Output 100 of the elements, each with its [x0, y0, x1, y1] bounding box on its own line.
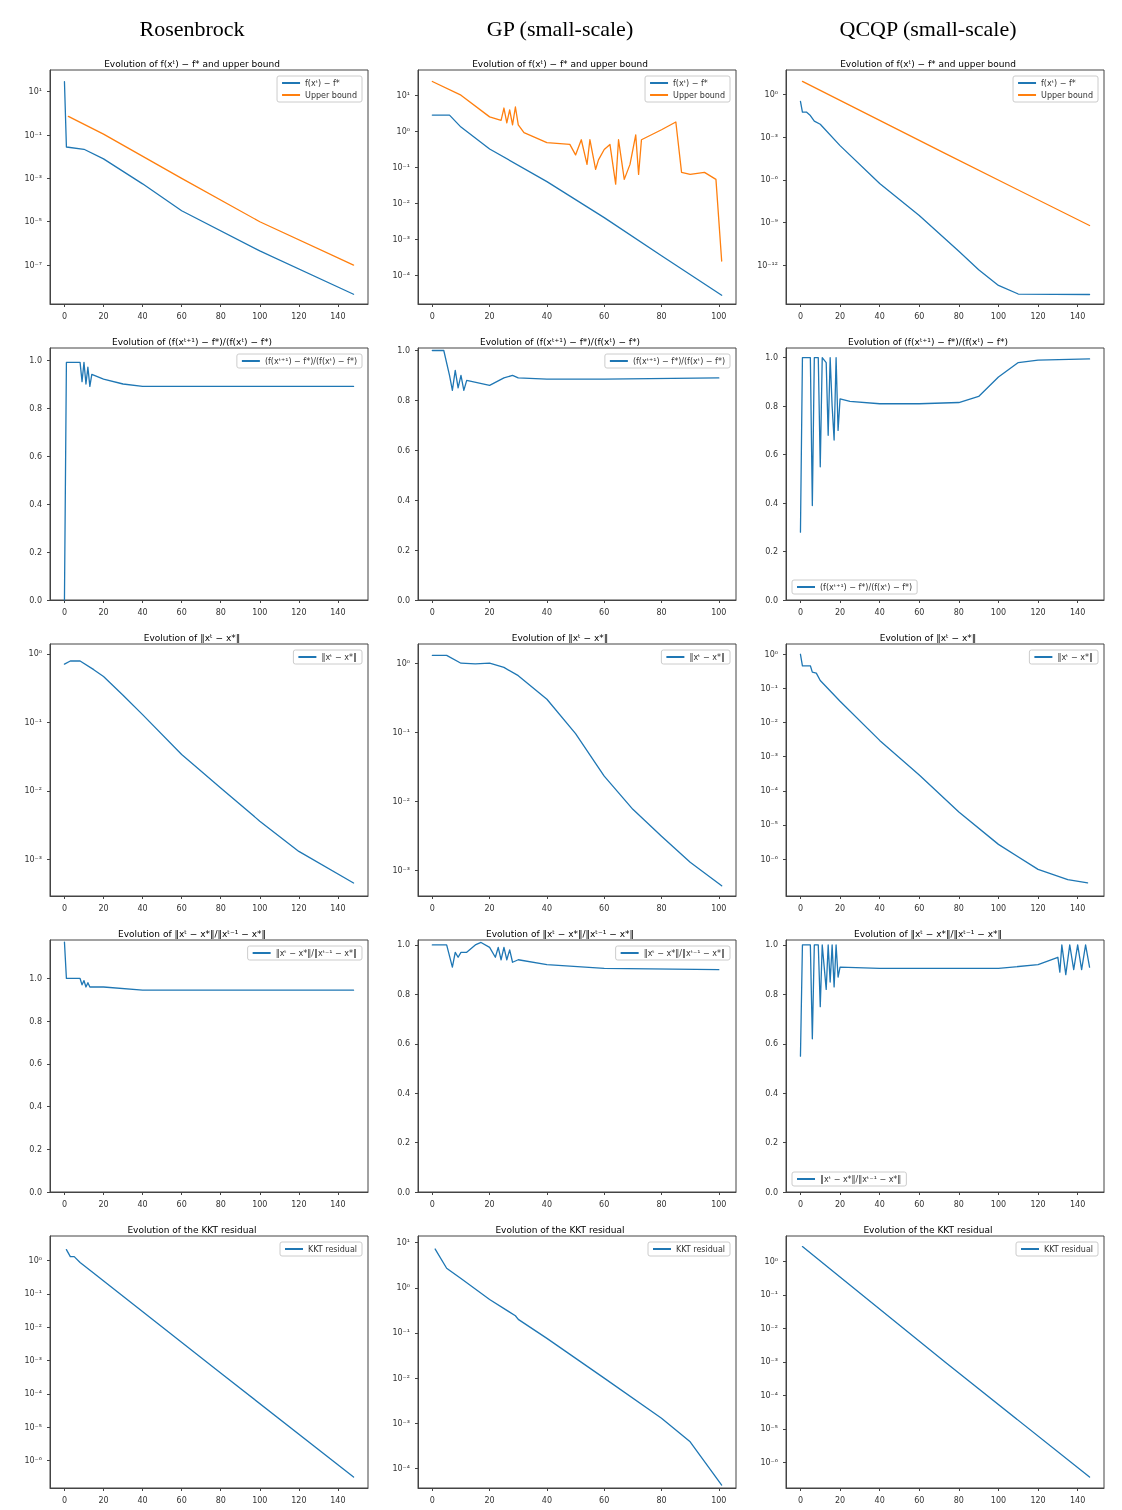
- x-tick-label: 120: [1030, 903, 1046, 913]
- x-tick-label: 0: [797, 1495, 803, 1505]
- x-tick-label: 20: [484, 903, 495, 913]
- line-series: [63, 81, 355, 295]
- line-series: [63, 941, 355, 991]
- y-tick-label: 0.0: [765, 1187, 778, 1197]
- x-tick-label: 80: [656, 311, 667, 321]
- y-tick-label: 0.6: [765, 1039, 778, 1049]
- x-tick-label: 60: [914, 607, 925, 617]
- x-tick-label: 40: [541, 1495, 553, 1505]
- x-tick-label: 80: [215, 1495, 226, 1505]
- y-tick-label: 10⁻³: [760, 752, 778, 762]
- x-tick-label: 80: [656, 607, 667, 617]
- y-tick-label: 10⁻⁵: [24, 217, 42, 227]
- legend-label: (f(xᵗ⁺¹) − f*)/(f(xᵗ) − f*): [632, 356, 725, 366]
- chart-title: Evolution of (f(xᵗ⁺¹) − f*)/(f(xᵗ) − f*): [847, 336, 1009, 347]
- y-tick-label: 10⁻³: [760, 1357, 778, 1367]
- x-tick-label: 20: [98, 1495, 109, 1505]
- y-tick-label: 0.0: [397, 595, 410, 605]
- line-series: [431, 80, 723, 262]
- y-tick-label: 10⁻³: [392, 865, 410, 875]
- x-tick-label: 140: [330, 1495, 346, 1505]
- x-tick-label: 20: [484, 607, 495, 617]
- x-tick-label: 40: [137, 903, 148, 913]
- x-tick-label: 60: [914, 1495, 925, 1505]
- y-tick-label: 10⁻³: [392, 234, 410, 244]
- x-tick-label: 140: [1070, 1199, 1086, 1209]
- x-tick-label: 100: [990, 1199, 1007, 1209]
- x-tick-label: 80: [656, 903, 667, 913]
- chart-title: Evolution of ‖xᵗ − x*‖/‖xᵗ⁻¹ − x*‖: [118, 928, 266, 939]
- y-tick-label: 10⁻¹: [760, 683, 778, 693]
- y-tick-label: 10⁻²: [392, 1373, 410, 1383]
- x-tick-label: 140: [330, 607, 346, 617]
- x-tick-label: 60: [599, 1199, 610, 1209]
- x-tick-label: 120: [291, 607, 307, 617]
- x-tick-label: 0: [429, 903, 435, 913]
- line-series: [799, 357, 1091, 533]
- x-tick-label: 40: [137, 311, 148, 321]
- x-tick-label: 40: [874, 311, 885, 321]
- y-tick-label: 0.6: [29, 451, 42, 461]
- chart-title: Evolution of ‖xᵗ − x*‖: [879, 632, 977, 643]
- y-tick-label: 0.6: [397, 445, 410, 455]
- x-tick-label: 60: [176, 607, 187, 617]
- x-tick-label: 80: [215, 1199, 226, 1209]
- x-tick-label: 100: [990, 1495, 1007, 1505]
- y-tick-label: 10⁰: [764, 1257, 778, 1267]
- y-tick-label: 10⁻¹: [24, 1289, 42, 1299]
- x-tick-label: 120: [1030, 311, 1046, 321]
- y-tick-label: 10¹: [396, 1238, 410, 1248]
- y-tick-label: 10⁻⁶: [760, 854, 778, 864]
- line-series: [799, 944, 1091, 1057]
- y-tick-label: 0.2: [397, 1138, 410, 1148]
- x-tick-label: 20: [484, 1495, 495, 1505]
- x-tick-label: 140: [330, 903, 346, 913]
- legend-label: ‖xᵗ − x*‖: [321, 652, 358, 662]
- x-tick-label: 120: [291, 903, 307, 913]
- y-tick-label: 10⁻²: [392, 198, 410, 208]
- legend-label: ‖xᵗ − x*‖/‖xᵗ⁻¹ − x*‖: [820, 1174, 902, 1184]
- x-tick-label: 40: [874, 1495, 885, 1505]
- y-tick-label: 10⁰: [764, 649, 778, 659]
- x-tick-label: 120: [1030, 1495, 1046, 1505]
- legend-label: KKT residual: [308, 1244, 357, 1254]
- x-tick-label: 80: [215, 903, 226, 913]
- line-series: [63, 660, 355, 884]
- x-tick-label: 60: [599, 1495, 610, 1505]
- legend-label: ‖xᵗ − x*‖/‖xᵗ⁻¹ − x*‖: [643, 948, 725, 958]
- chart-subtitle: GP (small-scale): [486, 15, 634, 41]
- x-tick-label: 40: [541, 1199, 553, 1209]
- x-tick-label: 0: [429, 311, 435, 321]
- legend-label: ‖xᵗ − x*‖: [1057, 652, 1094, 662]
- y-tick-label: 1.0: [397, 940, 410, 950]
- x-tick-label: 140: [330, 1199, 346, 1209]
- x-tick-label: 80: [953, 903, 964, 913]
- x-tick-label: 40: [137, 1199, 148, 1209]
- legend-label: (f(xᵗ⁺¹) − f*)/(f(xᵗ) − f*): [820, 582, 913, 592]
- legend-label: Upper bound: [305, 90, 358, 100]
- x-tick-label: 140: [330, 311, 346, 321]
- y-tick-label: 0.4: [29, 499, 42, 509]
- x-tick-label: 100: [990, 903, 1007, 913]
- chart-title: Evolution of (f(xᵗ⁺¹) − f*)/(f(xᵗ) − f*): [479, 336, 641, 347]
- x-tick-label: 20: [484, 1199, 495, 1209]
- y-tick-label: 10⁻⁴: [760, 1390, 778, 1400]
- y-tick-label: 10⁻⁴: [392, 270, 410, 280]
- x-tick-label: 60: [599, 607, 610, 617]
- x-tick-label: 0: [61, 1495, 67, 1505]
- y-tick-label: 10⁻³: [392, 1418, 410, 1428]
- x-tick-label: 80: [953, 1199, 964, 1209]
- x-tick-label: 60: [176, 311, 187, 321]
- y-tick-label: 10⁻⁴: [24, 1389, 42, 1399]
- y-tick-label: 10⁻⁷: [24, 260, 42, 270]
- y-tick-label: 10⁰: [396, 658, 410, 668]
- line-series: [799, 100, 1091, 296]
- x-tick-label: 60: [599, 903, 610, 913]
- x-tick-label: 40: [874, 607, 885, 617]
- x-tick-label: 100: [711, 1199, 727, 1209]
- chart-title: Evolution of ‖xᵗ − x*‖: [511, 632, 609, 643]
- y-tick-label: 0.8: [397, 989, 410, 999]
- y-tick-label: 0.6: [29, 1059, 42, 1069]
- chart-title: Evolution of ‖xᵗ − x*‖/‖xᵗ⁻¹ − x*‖: [854, 928, 1002, 939]
- x-tick-label: 120: [291, 311, 307, 321]
